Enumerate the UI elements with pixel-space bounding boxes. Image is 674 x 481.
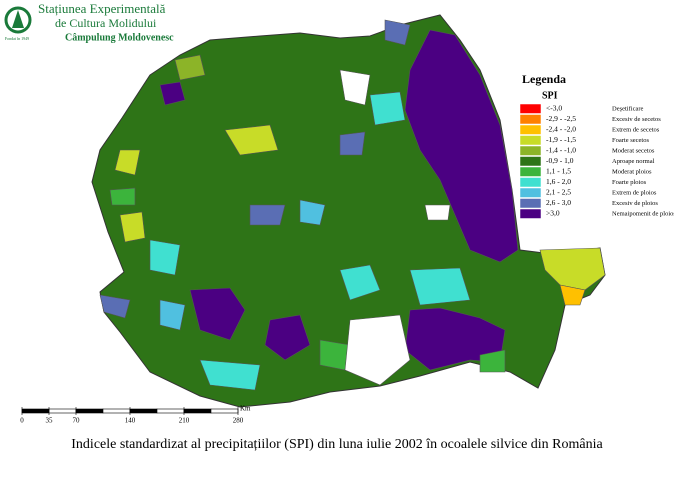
legend-title: Legenda: [522, 72, 566, 86]
legend-range: -2,9 - -2,5: [546, 114, 576, 123]
legend: Legenda SPI <-3,0 Deșetificare -2,9 - -2,5…: [519, 72, 674, 219]
region: [409, 267, 471, 306]
legend-label: Foarte secetos: [612, 137, 649, 144]
region: [339, 131, 366, 156]
legend-swatch: [519, 145, 542, 156]
region: [424, 204, 451, 221]
legend-swatch: [519, 156, 542, 167]
legend-swatch: [519, 124, 542, 135]
region: [339, 264, 381, 301]
legend-label: Moderat ploios: [612, 168, 652, 175]
legend-range: -0,9 - 1,0: [546, 156, 574, 165]
legend-label: Excesiv de secetos: [612, 116, 661, 123]
legend-range: 2,1 - 2,5: [546, 188, 571, 197]
scale-segment: [129, 408, 158, 414]
scale-tick-label: 280: [233, 417, 244, 425]
header-line: Câmpulung Moldovenesc: [65, 32, 174, 43]
scale-tick-label: 210: [179, 417, 190, 425]
region: [369, 91, 406, 126]
legend-swatch: [519, 103, 542, 114]
legend-subtitle: SPI: [542, 90, 558, 101]
scale-tick-label: 140: [125, 417, 136, 425]
scale-segment: [183, 408, 212, 414]
legend-swatch: [519, 114, 542, 125]
region: [264, 314, 311, 361]
region: [189, 287, 246, 341]
region: [224, 124, 279, 156]
scale-segment: [75, 408, 104, 414]
logo: Fondat în 1949: [4, 6, 32, 41]
region: [299, 199, 326, 226]
legend-swatch: [519, 208, 542, 219]
logo-text: Fondat în 1949: [5, 36, 29, 41]
map: [91, 14, 606, 408]
scale-segment: [102, 408, 131, 414]
scale-tick-label: 70: [73, 417, 81, 425]
scale-tick-label: 35: [46, 417, 54, 425]
legend-label: Nemaipomenit de ploios: [612, 210, 674, 217]
region: [174, 54, 206, 81]
legend-range: >3,0: [546, 209, 560, 218]
legend-label: Extrem de ploios: [612, 189, 657, 196]
region: [339, 69, 371, 106]
region: [109, 187, 136, 206]
legend-range: 1,1 - 1,5: [546, 167, 571, 176]
region: [114, 149, 141, 176]
region: [119, 211, 146, 243]
region: [249, 204, 286, 226]
scale-segment: [48, 408, 77, 414]
legend-swatch: [519, 187, 542, 198]
region: [99, 294, 131, 319]
legend-range: -2,4 - -2,0: [546, 125, 576, 134]
region: [559, 284, 586, 306]
legend-range: <-3,0: [546, 104, 562, 113]
legend-range: -1,9 - -1,5: [546, 135, 576, 144]
legend-swatch: [519, 166, 542, 177]
legend-range: 1,6 - 2,0: [546, 177, 571, 186]
legend-label: Extrem de secetos: [612, 126, 660, 133]
region: [404, 29, 519, 263]
legend-range: -1,4 - -1,0: [546, 146, 576, 155]
legend-label: Excesiv de ploios: [612, 200, 658, 207]
scale-segment: [21, 408, 50, 414]
legend-swatch: [519, 135, 542, 146]
header-line: de Cultura Molidului: [55, 16, 157, 30]
caption: Indicele standardizat al precipitațiilor…: [71, 437, 603, 452]
scale-tick-label: 0: [20, 417, 24, 425]
region: [159, 299, 186, 331]
scale-segment: [210, 408, 239, 414]
scale-unit: Km: [240, 405, 251, 413]
legend-label: Deșetificare: [612, 105, 644, 112]
legend-swatch: [519, 177, 542, 188]
legend-label: Moderat secetos: [612, 147, 655, 154]
legend-label: Aproape normal: [612, 158, 655, 165]
scale-bar: 0 35 70 140 210 280 Km: [20, 405, 251, 425]
header-line: Stațiunea Experimentală: [38, 1, 166, 16]
region: [149, 239, 181, 276]
region: [199, 359, 261, 391]
legend-range: 2,6 - 3,0: [546, 198, 571, 207]
region: [159, 81, 186, 106]
legend-label: Foarte ploios: [612, 179, 647, 186]
region: [479, 349, 506, 373]
scale-segment: [156, 408, 185, 414]
region: [344, 314, 411, 386]
legend-swatch: [519, 198, 542, 209]
region: [384, 19, 411, 46]
